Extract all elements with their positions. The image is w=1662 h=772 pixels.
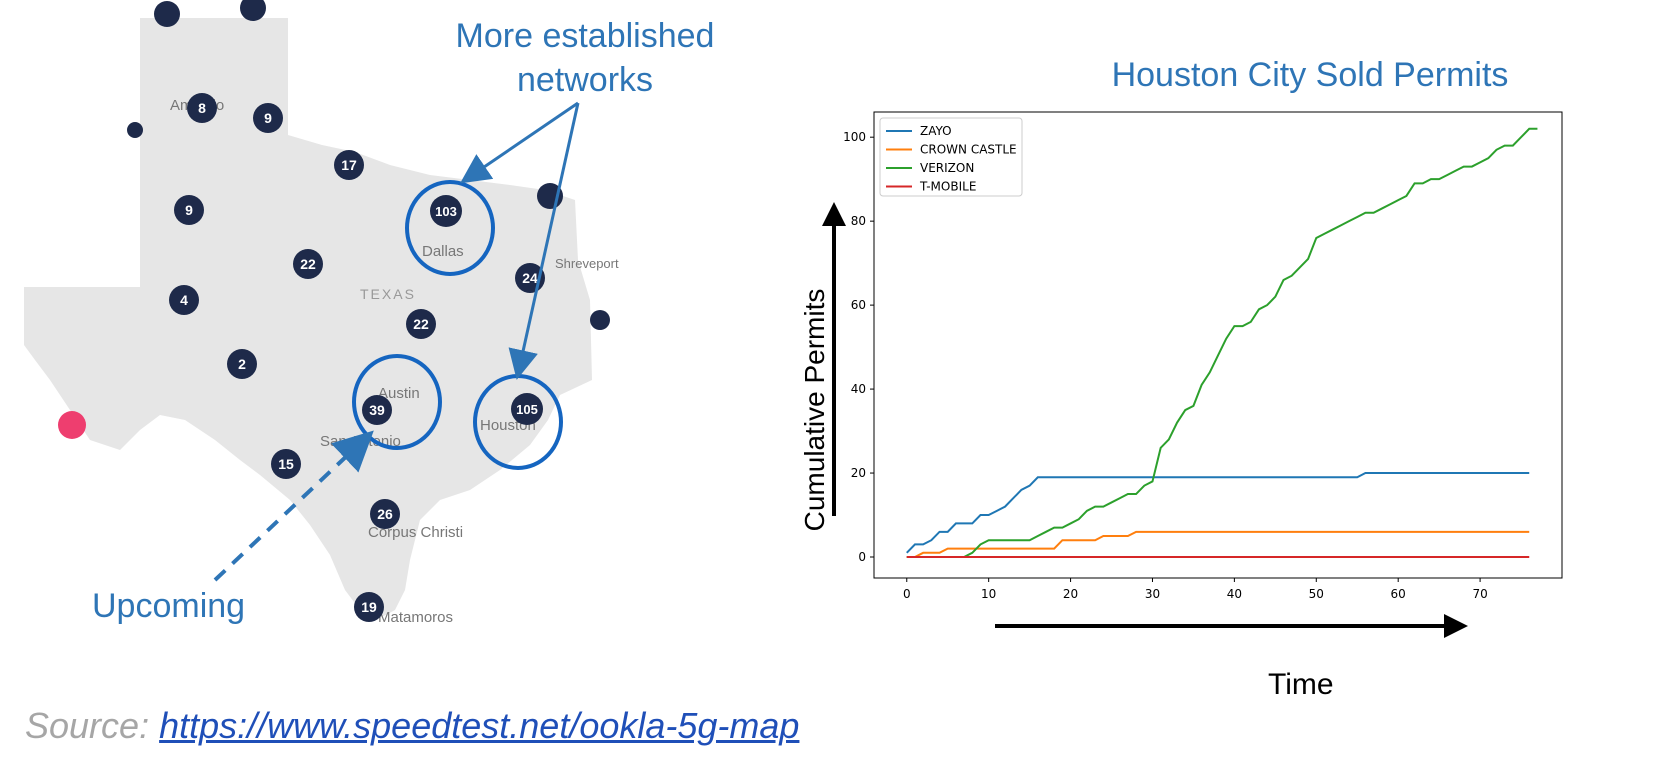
legend-box	[879, 117, 1023, 197]
map-city-label: Austin	[378, 385, 420, 402]
source-prefix: Source:	[25, 705, 150, 746]
svg-text:19: 19	[361, 599, 377, 615]
arrow-to-dallas	[460, 101, 579, 184]
map-marker[interactable]: 22	[293, 249, 323, 279]
svg-text:8: 8	[198, 100, 206, 116]
source-note: Source: https://www.speedtest.net/ookla-…	[25, 705, 799, 747]
map-city-label: Corpus Christi	[368, 524, 463, 541]
map-marker[interactable]: 103	[430, 195, 462, 227]
texas-map: TEXAS Amarillo Dallas Austin San Antonio…	[24, 0, 619, 626]
map-city-label: Dallas	[422, 243, 464, 260]
legend-label: T-MOBILE	[919, 180, 976, 194]
x-tick-label: 50	[1309, 587, 1324, 601]
chart-legend: ZAYO CROWN CASTLE VERIZON T-MOBILE	[879, 117, 1023, 197]
series-line-zayo	[906, 472, 1530, 554]
x-axis-label: Time	[1268, 668, 1334, 701]
svg-text:103: 103	[435, 204, 457, 219]
arrow-to-houston	[508, 102, 580, 380]
svg-text:4: 4	[180, 292, 188, 308]
map-city-label: Matamoros	[378, 609, 453, 626]
y-tick-label: 80	[851, 214, 866, 228]
texas-shape	[24, 18, 592, 618]
arrow-to-austin	[213, 430, 374, 582]
map-marker-hot[interactable]	[58, 411, 86, 439]
map-marker[interactable]: 2	[227, 349, 257, 379]
svg-text:17: 17	[341, 157, 357, 173]
y-tick-label: 20	[851, 466, 866, 480]
map-marker[interactable]: 19	[354, 592, 384, 622]
map-marker[interactable]: 105	[511, 393, 543, 425]
svg-text:39: 39	[369, 402, 385, 418]
svg-text:22: 22	[300, 256, 316, 272]
y-tick-label: 0	[858, 550, 866, 564]
legend-label: VERIZON	[920, 161, 974, 175]
svg-text:26: 26	[377, 506, 393, 522]
y-tick-label: 100	[843, 130, 866, 144]
map-marker[interactable]: 4	[169, 285, 199, 315]
svg-text:105: 105	[516, 402, 538, 417]
legend-label: ZAYO	[920, 124, 952, 138]
x-tick-label: 40	[1227, 587, 1242, 601]
x-tick-label: 60	[1391, 587, 1406, 601]
map-state-label: TEXAS	[360, 286, 416, 302]
x-tick-label: 0	[903, 587, 911, 601]
line-chart: 0 10 20 30 40 50 60 70 0 20 40 60 80 100 ZAYO CROWN CA…	[843, 111, 1563, 601]
svg-text:9: 9	[185, 202, 193, 218]
map-marker-edge[interactable]	[240, 0, 266, 21]
map-marker-edge[interactable]	[154, 1, 180, 27]
highlight-circle-dallas	[405, 180, 495, 276]
series-line-verizon	[906, 127, 1538, 559]
map-marker[interactable]: 39	[362, 395, 392, 425]
map-marker[interactable]: 9	[174, 195, 204, 225]
source-link[interactable]: https://www.speedtest.net/ookla-5g-map	[159, 705, 800, 746]
svg-text:22: 22	[413, 316, 429, 332]
chart-title: Houston City Sold Permits	[1111, 56, 1509, 94]
map-marker[interactable]: 22	[406, 309, 436, 339]
svg-text:2: 2	[238, 356, 246, 372]
map-marker[interactable]: 26	[370, 499, 400, 529]
svg-text:24: 24	[522, 270, 538, 286]
y-axis-label: Cumulative Permits	[799, 288, 830, 532]
plot-frame	[873, 111, 1563, 579]
x-tick-label: 70	[1472, 587, 1487, 601]
x-tick-label: 10	[981, 587, 996, 601]
x-tick-label: 20	[1063, 587, 1078, 601]
legend-label: CROWN CASTLE	[920, 143, 1017, 157]
y-tick-label: 40	[851, 382, 866, 396]
map-marker[interactable]: 9	[253, 103, 283, 133]
x-tick-label: 30	[1145, 587, 1160, 601]
map-marker[interactable]: 15	[271, 449, 301, 479]
map-marker-edge[interactable]	[127, 122, 143, 138]
svg-text:15: 15	[278, 456, 294, 472]
annotation-upcoming: Upcoming	[92, 587, 246, 625]
series-line-crown-castle	[906, 530, 1530, 559]
axis-arrows	[822, 202, 1468, 638]
svg-text:9: 9	[264, 110, 272, 126]
y-tick-label: 60	[851, 298, 866, 312]
map-marker-edge[interactable]	[590, 310, 610, 330]
map-marker[interactable]: 17	[334, 150, 364, 180]
highlight-circle-austin	[352, 354, 442, 450]
annotation-established: More established networks	[455, 17, 715, 99]
map-marker[interactable]: 8	[187, 93, 217, 123]
map-city-label: Shreveport	[555, 256, 619, 271]
